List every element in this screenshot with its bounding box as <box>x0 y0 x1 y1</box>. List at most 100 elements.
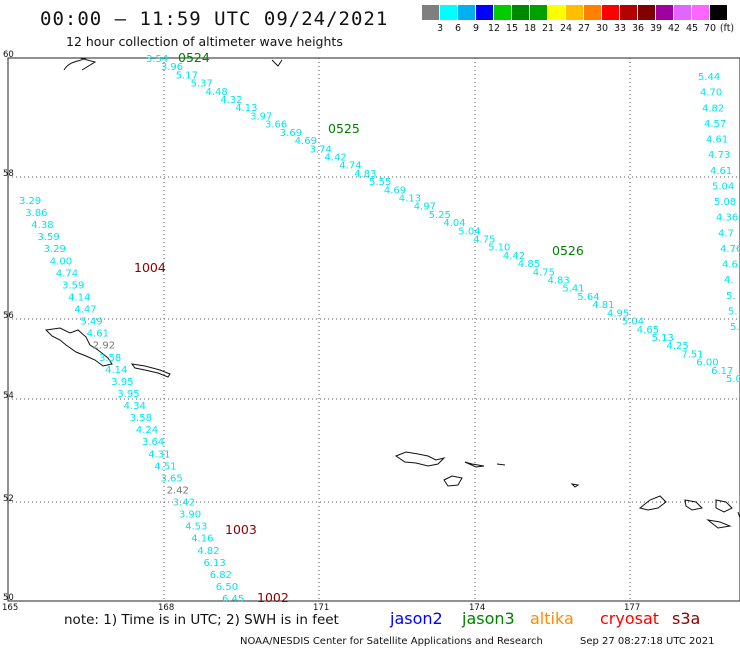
map-frame <box>7 57 740 602</box>
wave-height-w-track: 4.82 <box>197 546 219 557</box>
map-subtitle: 12 hour collection of altimeter wave hei… <box>66 34 343 49</box>
scale-swatch <box>584 5 601 20</box>
scale-label: 70 <box>703 23 717 34</box>
lat-tick-label: 50 <box>3 593 14 603</box>
scale-swatch <box>494 5 511 20</box>
pass-label: 0526 <box>552 243 584 258</box>
wave-height-ne-track: 3.96 <box>161 62 183 73</box>
wave-height-w-track: 2.92 <box>93 341 115 352</box>
island-semichi <box>496 463 506 466</box>
wave-height-w-track: 4.61 <box>87 329 109 340</box>
wave-height-ne-track: 4.48 <box>206 87 228 98</box>
wave-height-ne-track: 4.69 <box>384 185 406 196</box>
wave-height-ne-track: 4.42 <box>325 153 347 164</box>
wave-height-w-track: 4.51 <box>154 461 176 472</box>
wave-height-w-track: 3.58 <box>130 413 152 424</box>
island-bering <box>44 327 113 367</box>
scale-swatch <box>422 5 439 20</box>
wave-height-e-track: 4. <box>724 275 734 286</box>
lat-tick-label: 58 <box>3 169 14 179</box>
scale-swatch <box>638 5 655 20</box>
wave-height-e-track: 4.82 <box>702 103 724 114</box>
island-rat <box>706 519 732 529</box>
pass-label: 1004 <box>134 260 166 275</box>
coastline <box>44 57 740 529</box>
altimeter-tracks: 3.543.965.175.374.484.324.133.973.663.69… <box>19 54 740 605</box>
wave-height-ne-track: 4.97 <box>414 202 436 213</box>
generation-timestamp: Sep 27 08:27:18 UTC 2021 <box>580 636 715 647</box>
wave-height-e-track: 5. <box>730 322 740 333</box>
wave-height-w-track: 5.49 <box>81 317 103 328</box>
island-agattu-west <box>464 461 485 468</box>
legend-jason3: jason3 <box>462 609 515 628</box>
wave-height-e-track: 5.44 <box>698 72 720 83</box>
wave-height-e-track: 4.7 <box>718 228 734 239</box>
scale-swatch <box>476 5 493 20</box>
wave-height-ne-track: 3.74 <box>310 144 332 155</box>
wave-height-w-track: 3.90 <box>179 510 201 521</box>
lon-tick-label: 174 <box>469 603 485 613</box>
scale-label: 42 <box>667 23 681 34</box>
wave-height-e-track: 4.73 <box>708 150 730 161</box>
wave-height-w-track: 4.53 <box>185 522 207 533</box>
coast-fragment-nw <box>63 57 87 71</box>
wave-height-ne-track: 4.13 <box>235 103 257 114</box>
scale-label: 33 <box>613 23 627 34</box>
scale-label: 39 <box>649 23 663 34</box>
wave-height-w-track: 4.24 <box>136 425 158 436</box>
scale-unit: (ft) <box>719 23 735 34</box>
wave-height-ne-track: 4.25 <box>667 341 689 352</box>
island-buldir <box>570 483 580 488</box>
lon-tick-label: 171 <box>313 603 329 613</box>
wave-height-ne-track: 4.13 <box>399 194 421 205</box>
wave-height-w-track: 4.38 <box>31 220 53 231</box>
island-amchitka <box>715 499 733 513</box>
wave-height-ne-track: 6.17 <box>711 366 733 377</box>
wave-height-e-track: 5.04 <box>712 181 734 192</box>
scale-label: 30 <box>595 23 609 34</box>
scale-swatch <box>548 5 565 20</box>
wave-height-ne-track: 5.37 <box>191 79 213 90</box>
wave-height-ne-track: 4.42 <box>503 251 525 262</box>
wave-height-e-track: 4.6 <box>722 260 738 271</box>
wave-height-e-track: 5. <box>728 306 738 317</box>
scale-label: 6 <box>454 23 462 34</box>
wave-height-w-track: 3.95 <box>117 389 139 400</box>
scale-swatch <box>602 5 619 20</box>
wave-height-ne-track: 4.85 <box>518 259 540 270</box>
lon-tick-label: 168 <box>158 603 174 613</box>
wave-height-ne-track: 3.66 <box>265 120 287 131</box>
credit-line: NOAA/NESDIS Center for Satellite Applica… <box>240 636 543 647</box>
wave-height-e-track: 4.76 <box>720 244 740 255</box>
wave-height-w-track: 6.50 <box>216 582 238 593</box>
wave-height-e-track: 4.61 <box>710 166 732 177</box>
wave-height-ne-track: 4.74 <box>339 161 361 172</box>
wave-height-ne-track: 4.75 <box>473 235 495 246</box>
wave-height-ne-track: 7.51 <box>681 349 703 360</box>
coast-fragment-top <box>271 59 283 67</box>
wave-height-w-track: 4.14 <box>105 365 127 376</box>
wave-height-ne-track: 3.97 <box>250 111 272 122</box>
pass-label: 0524 <box>178 50 210 65</box>
wave-height-ne-track: 3.69 <box>280 128 302 139</box>
scale-label: 27 <box>577 23 591 34</box>
wave-height-ne-track: 5.0 <box>726 374 740 385</box>
legend-altika: altika <box>530 609 574 628</box>
wave-height-ne-track: 4.75 <box>533 267 555 278</box>
wave-height-ne-track: 4.65 <box>637 325 659 336</box>
legend-jason2: jason2 <box>390 609 443 628</box>
lat-tick-label: 52 <box>3 494 14 504</box>
wave-height-w-track: 3.59 <box>62 280 84 291</box>
wave-height-w-track: 4.31 <box>148 449 170 460</box>
wave-height-ne-track: 5.10 <box>488 243 510 254</box>
island-attu <box>394 451 446 467</box>
scale-label: 12 <box>487 23 501 34</box>
pass-labels: 0524 0525 0526 1004 1003 1002 <box>134 50 584 605</box>
scale-swatch <box>512 5 529 20</box>
lat-tick-label: 56 <box>3 311 14 321</box>
scale-swatch <box>530 5 547 20</box>
wave-height-w-track: 6.13 <box>204 558 226 569</box>
scale-label: 36 <box>631 23 645 34</box>
island-agattu <box>443 475 463 487</box>
